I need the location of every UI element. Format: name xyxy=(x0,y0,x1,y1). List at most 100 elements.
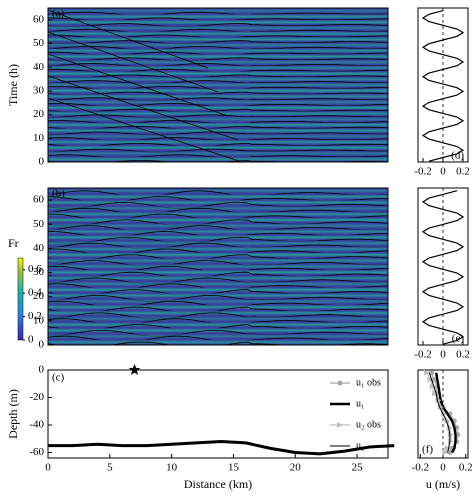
panel-label: (d) xyxy=(451,150,464,162)
heatmap-contour xyxy=(48,312,388,320)
heatmap-band xyxy=(48,258,388,264)
heatmap-band xyxy=(48,194,388,200)
panel-label: (f) xyxy=(422,444,433,456)
y-axis-label: Depth (m) xyxy=(6,389,20,439)
velocity-line xyxy=(428,372,451,453)
colorbar-tick-label: 0.6 xyxy=(28,263,42,275)
heatmap-contour xyxy=(48,28,388,33)
heatmap-band xyxy=(48,200,388,205)
heatmap-contour xyxy=(48,306,388,314)
heatmap-contour xyxy=(48,254,388,262)
panel-frame xyxy=(47,369,389,459)
heatmap-band xyxy=(48,240,388,246)
heatmap-band xyxy=(48,206,388,211)
heatmap-band xyxy=(48,188,388,194)
heatmap-band xyxy=(48,145,388,151)
tidal-velocity-line xyxy=(421,10,465,162)
panel-frame xyxy=(47,7,389,163)
station-star xyxy=(128,364,141,375)
heatmap-band xyxy=(48,37,388,42)
y-axis-label: Time (h) xyxy=(6,64,20,106)
heatmap-band xyxy=(48,31,388,36)
colorbar-tick-label: 0.4 xyxy=(28,287,42,299)
y-tick-label: -40 xyxy=(29,419,44,431)
heatmap-band xyxy=(48,111,388,116)
heatmap-band xyxy=(48,151,388,156)
x-tick-label: 0 xyxy=(440,462,446,474)
obs-point xyxy=(429,383,436,390)
heatmap-band xyxy=(48,59,388,65)
heatmap-contour xyxy=(48,207,388,215)
front-line xyxy=(48,9,209,69)
front-line xyxy=(48,53,229,117)
y-tick-label: 60 xyxy=(33,13,45,25)
x-tick-label: -0.2 xyxy=(414,166,431,178)
x-axis-label: Distance (km) xyxy=(184,477,252,491)
front-line xyxy=(48,97,244,162)
heatmap-band xyxy=(48,42,388,48)
colorbar xyxy=(17,257,24,341)
obs-point xyxy=(444,445,451,452)
heatmap-band xyxy=(48,299,388,304)
obs-point xyxy=(424,369,431,376)
y-tick-label: 50 xyxy=(33,37,45,49)
x-tick-label: 0.2 xyxy=(456,349,470,361)
heatmap-band xyxy=(48,217,388,223)
heatmap-band xyxy=(48,105,388,111)
heatmap-band xyxy=(48,339,388,345)
heatmap xyxy=(48,188,388,345)
heatmap-contour xyxy=(48,201,388,209)
heatmap-contour xyxy=(48,271,388,279)
obs-point xyxy=(447,450,453,455)
x-tick-label: 0 xyxy=(440,349,446,361)
heatmap-contour xyxy=(48,97,388,102)
heatmap-band xyxy=(48,99,388,105)
y-tick-label: 10 xyxy=(33,132,45,144)
heatmap-band xyxy=(48,252,388,258)
y-tick-label: 40 xyxy=(33,61,45,73)
heatmap-band xyxy=(48,264,388,269)
y-tick-label: -60 xyxy=(29,446,44,458)
heatmap-contour xyxy=(48,277,388,285)
heatmap-contour xyxy=(48,74,388,79)
heatmap-contour xyxy=(48,80,388,84)
y-tick-label: 20 xyxy=(33,108,45,120)
heatmap-band xyxy=(48,54,388,59)
heatmap-contour xyxy=(48,11,388,16)
legend-label: u₂ xyxy=(356,440,365,451)
heatmap-contour xyxy=(48,260,388,267)
heatmap-band xyxy=(48,134,388,139)
obs-point xyxy=(442,449,449,456)
y-tick-label: 0 xyxy=(39,339,45,351)
y-tick-label: 0 xyxy=(39,156,45,168)
heatmap-band xyxy=(48,94,388,99)
heatmap-contour xyxy=(48,108,388,113)
panel-label: (e) xyxy=(452,333,465,345)
heatmap-contour xyxy=(48,63,388,67)
heatmap-contour xyxy=(48,330,388,337)
heatmap-band xyxy=(48,65,388,71)
colorbar-tick-label: 0 xyxy=(28,334,34,346)
heatmap-band xyxy=(48,156,388,162)
heatmap-contour xyxy=(48,190,388,198)
obs-point xyxy=(431,377,437,383)
legend-label: u₁ obs xyxy=(356,377,381,388)
heatmap-band xyxy=(48,316,388,322)
y-tick-label: 10 xyxy=(33,314,45,326)
y-tick-label: 30 xyxy=(33,266,45,278)
legend-marker xyxy=(337,380,343,386)
heatmap-band xyxy=(48,269,388,275)
colorbar-label: Fr xyxy=(8,236,19,250)
legend-label: u₁ xyxy=(356,398,365,409)
colorbar-tick-label: 0.2 xyxy=(28,310,42,322)
heatmap-band xyxy=(48,304,388,310)
obs-point xyxy=(427,376,434,383)
heatmap-band xyxy=(48,19,388,25)
heatmap-contour xyxy=(48,148,388,153)
x-tick-label: 20 xyxy=(290,462,302,474)
y-tick-label: 0 xyxy=(39,364,45,376)
legend-marker xyxy=(337,422,343,428)
heatmap-band xyxy=(48,211,388,217)
panel-label: (a) xyxy=(52,8,65,20)
heatmap-band xyxy=(48,128,388,133)
